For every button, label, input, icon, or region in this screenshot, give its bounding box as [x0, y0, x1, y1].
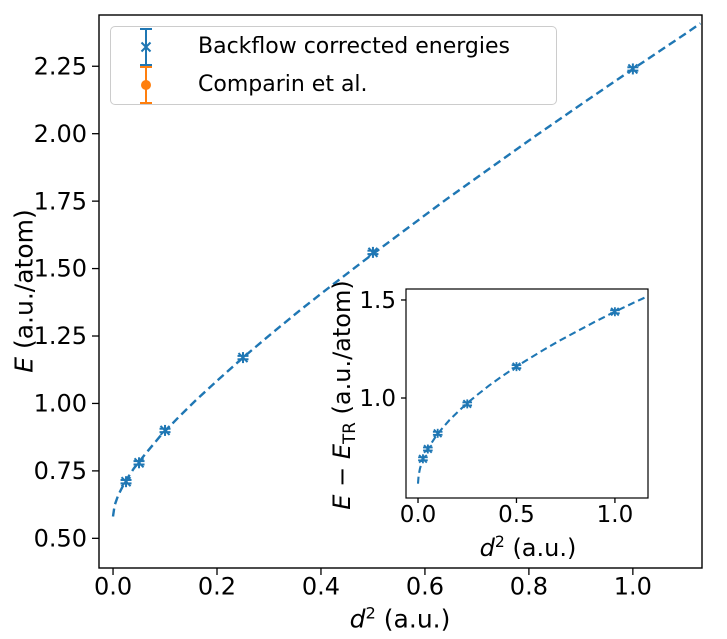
inset-y-axis-subscript: TR [338, 422, 359, 444]
inset-x-axis-variable: d [479, 534, 495, 562]
main-y-tick-label: 1.25 [34, 322, 87, 350]
inset-x-axis-unit: (a.u.) [504, 534, 577, 562]
data-point-marker [367, 247, 379, 258]
data-point-marker [237, 352, 249, 363]
inset-x-tick-label: 0.0 [400, 502, 437, 528]
data-point-marker [423, 444, 433, 454]
legend: Backflow corrected energies Comparin et … [110, 26, 557, 105]
data-point-marker [627, 63, 639, 75]
inset-y-tick-label: 1.5 [359, 288, 396, 314]
inset-x-tick-label: 0.5 [498, 502, 535, 528]
main-y-tick-label: 1.50 [34, 255, 87, 283]
main-frame [98, 14, 703, 569]
main-x-tick-label: 0.2 [198, 573, 236, 601]
legend-glyph-part [140, 41, 152, 53]
inset-background [406, 289, 648, 498]
main-y-tick-label: 1.00 [34, 390, 87, 418]
data-point-marker [120, 476, 132, 487]
main-y-tick-label: 2.00 [34, 120, 87, 148]
legend-label-backflow: Backflow corrected energies [198, 34, 510, 59]
main-y-axis-label: E (a.u./atom) [10, 209, 39, 373]
legend-glyph-part [141, 80, 151, 90]
main-plot-area: 0.0 0.2 0.4 0.6 0.8 1.0 0.50 0.75 1.00 1.25 1.50 1.… [34, 14, 703, 601]
data-point-marker [512, 362, 521, 372]
inset-y-axis-unit: (a.u./atom) [328, 280, 356, 423]
y-axis-unit: (a.u./atom) [9, 209, 39, 357]
main-y-tick-label: 1.75 [34, 187, 87, 215]
inset-y-tick-label: 1.0 [359, 386, 396, 412]
main-x-tick-label: 1.0 [614, 573, 652, 601]
data-point-marker [462, 399, 472, 409]
errorbar-circle-marker-icon [111, 63, 181, 107]
x-axis-unit: (a.u.) [375, 604, 451, 634]
data-point-marker [133, 457, 145, 469]
data-point-marker [418, 454, 428, 464]
inset-y-axis-minus: − [328, 459, 356, 495]
y-axis-variable: E [9, 356, 39, 373]
inset-frame [405, 288, 649, 499]
legend-item-comparin: Comparin et al. [111, 66, 556, 104]
inset-y-axis-variable-2: E [328, 444, 356, 460]
legend-label-comparin: Comparin et al. [198, 72, 368, 97]
data-point-marker [433, 428, 443, 438]
main-fit-curve [111, 22, 702, 517]
main-x-tick-label: 0.8 [510, 573, 548, 601]
inset-y-axis-variable: E [328, 494, 356, 510]
legend-item-backflow: Backflow corrected energies [111, 28, 556, 66]
x-axis-variable: d [349, 604, 366, 634]
main-x-axis-label: d2 (a.u.) [349, 603, 451, 634]
main-y-tick-label: 0.50 [34, 524, 87, 552]
inset-plot-area: 0.0 0.5 1.0 1.0 1.5 [359, 288, 649, 528]
inset-fit-curve [416, 295, 649, 484]
errorbar-x-marker-icon [111, 25, 181, 69]
main-x-tick-label: 0.6 [406, 573, 444, 601]
data-point-marker [610, 307, 620, 317]
inset-y-axis-label: E − ETR (a.u./atom) [328, 280, 359, 510]
inset-x-axis-label: d2 (a.u.) [479, 533, 577, 562]
x-axis-exponent: 2 [365, 603, 376, 623]
main-y-tick-label: 2.25 [34, 52, 87, 80]
main-y-tick-label: 0.75 [34, 457, 87, 485]
inset-x-tick-label: 1.0 [597, 502, 634, 528]
data-point-marker [159, 425, 171, 436]
inset-x-axis-exponent: 2 [494, 533, 505, 552]
main-x-tick-label: 0.4 [302, 573, 340, 601]
main-x-tick-label: 0.0 [94, 573, 132, 601]
